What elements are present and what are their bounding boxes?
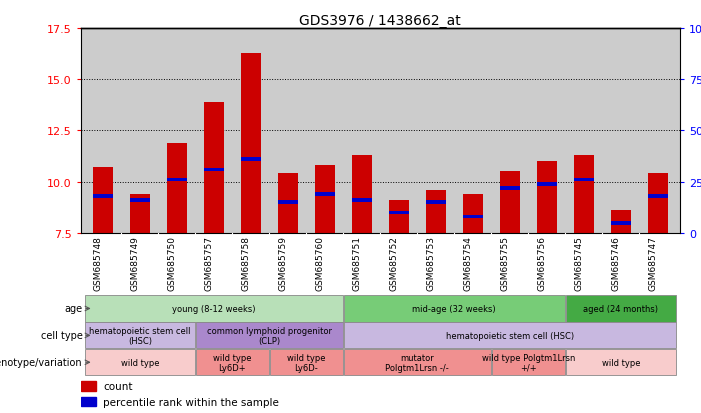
Bar (315, 192, 335, 196)
Bar (648, 195, 668, 198)
Text: GSM685758: GSM685758 (242, 235, 251, 290)
Bar (536, 183, 557, 186)
Bar (536, 162, 557, 233)
Bar (240, 158, 261, 161)
Bar (130, 199, 150, 202)
Text: genotype/variation: genotype/variation (0, 357, 83, 368)
FancyBboxPatch shape (344, 296, 564, 322)
Text: mutator
Polgtm1Lrsn -/-: mutator Polgtm1Lrsn -/- (386, 353, 449, 372)
Bar (81, 382, 95, 391)
Text: hematopoietic stem cell
(HSC): hematopoietic stem cell (HSC) (89, 326, 191, 345)
Bar (167, 178, 187, 182)
Text: GSM685745: GSM685745 (575, 235, 584, 290)
FancyBboxPatch shape (196, 349, 268, 375)
Bar (388, 211, 409, 215)
Bar (278, 174, 298, 233)
Text: count: count (103, 381, 133, 391)
Bar (426, 201, 446, 204)
Bar (573, 156, 594, 233)
Text: GSM685749: GSM685749 (131, 235, 139, 290)
Text: age: age (64, 304, 83, 314)
Bar (315, 166, 335, 233)
Text: GSM685753: GSM685753 (427, 235, 436, 290)
Bar (352, 156, 372, 233)
FancyBboxPatch shape (196, 323, 343, 349)
FancyBboxPatch shape (492, 349, 564, 375)
Bar (426, 190, 446, 233)
Text: GSM685760: GSM685760 (315, 235, 325, 290)
Bar (463, 195, 483, 233)
Bar (611, 221, 631, 225)
Text: GSM685759: GSM685759 (279, 235, 288, 290)
Bar (81, 397, 95, 406)
Text: percentile rank within the sample: percentile rank within the sample (103, 397, 279, 407)
Text: GSM685755: GSM685755 (501, 235, 510, 290)
Bar (500, 187, 520, 190)
FancyBboxPatch shape (344, 323, 676, 349)
Bar (352, 199, 372, 202)
Text: aged (24 months): aged (24 months) (583, 304, 658, 313)
Bar (130, 195, 150, 233)
Text: GSM685746: GSM685746 (612, 235, 621, 290)
Bar (240, 53, 261, 233)
Text: GSM685752: GSM685752 (390, 235, 399, 290)
Bar (203, 102, 224, 233)
Text: GSM685751: GSM685751 (353, 235, 362, 290)
FancyBboxPatch shape (566, 296, 676, 322)
Bar (203, 168, 224, 172)
Text: wild type: wild type (121, 358, 159, 367)
Text: wild type
Ly6D+: wild type Ly6D+ (213, 353, 252, 372)
FancyBboxPatch shape (85, 296, 343, 322)
FancyBboxPatch shape (85, 349, 195, 375)
FancyBboxPatch shape (344, 349, 491, 375)
Text: GSM685750: GSM685750 (168, 235, 177, 290)
Bar (93, 168, 113, 233)
Text: wild type Polgtm1Lrsn
+/+: wild type Polgtm1Lrsn +/+ (482, 353, 575, 372)
FancyBboxPatch shape (270, 349, 343, 375)
Bar (93, 195, 113, 198)
Text: GSM685756: GSM685756 (538, 235, 547, 290)
Text: common lymphoid progenitor
(CLP): common lymphoid progenitor (CLP) (207, 326, 332, 345)
Bar (500, 172, 520, 233)
Bar (167, 143, 187, 233)
Text: GSM685757: GSM685757 (205, 235, 214, 290)
Bar (573, 178, 594, 182)
Title: GDS3976 / 1438662_at: GDS3976 / 1438662_at (299, 14, 461, 28)
Text: wild type
Ly6D-: wild type Ly6D- (287, 353, 325, 372)
Text: cell type: cell type (41, 330, 83, 341)
Bar (388, 201, 409, 233)
Bar (278, 201, 298, 204)
Text: wild type: wild type (601, 358, 640, 367)
FancyBboxPatch shape (566, 349, 676, 375)
Text: mid-age (32 weeks): mid-age (32 weeks) (412, 304, 496, 313)
Text: GSM685747: GSM685747 (648, 235, 658, 290)
Bar (463, 215, 483, 219)
Text: hematopoietic stem cell (HSC): hematopoietic stem cell (HSC) (446, 331, 574, 340)
Bar (648, 174, 668, 233)
Text: young (8-12 weeks): young (8-12 weeks) (172, 304, 256, 313)
Text: GSM685748: GSM685748 (94, 235, 103, 290)
Bar (611, 211, 631, 233)
FancyBboxPatch shape (85, 323, 195, 349)
Text: GSM685754: GSM685754 (464, 235, 472, 290)
